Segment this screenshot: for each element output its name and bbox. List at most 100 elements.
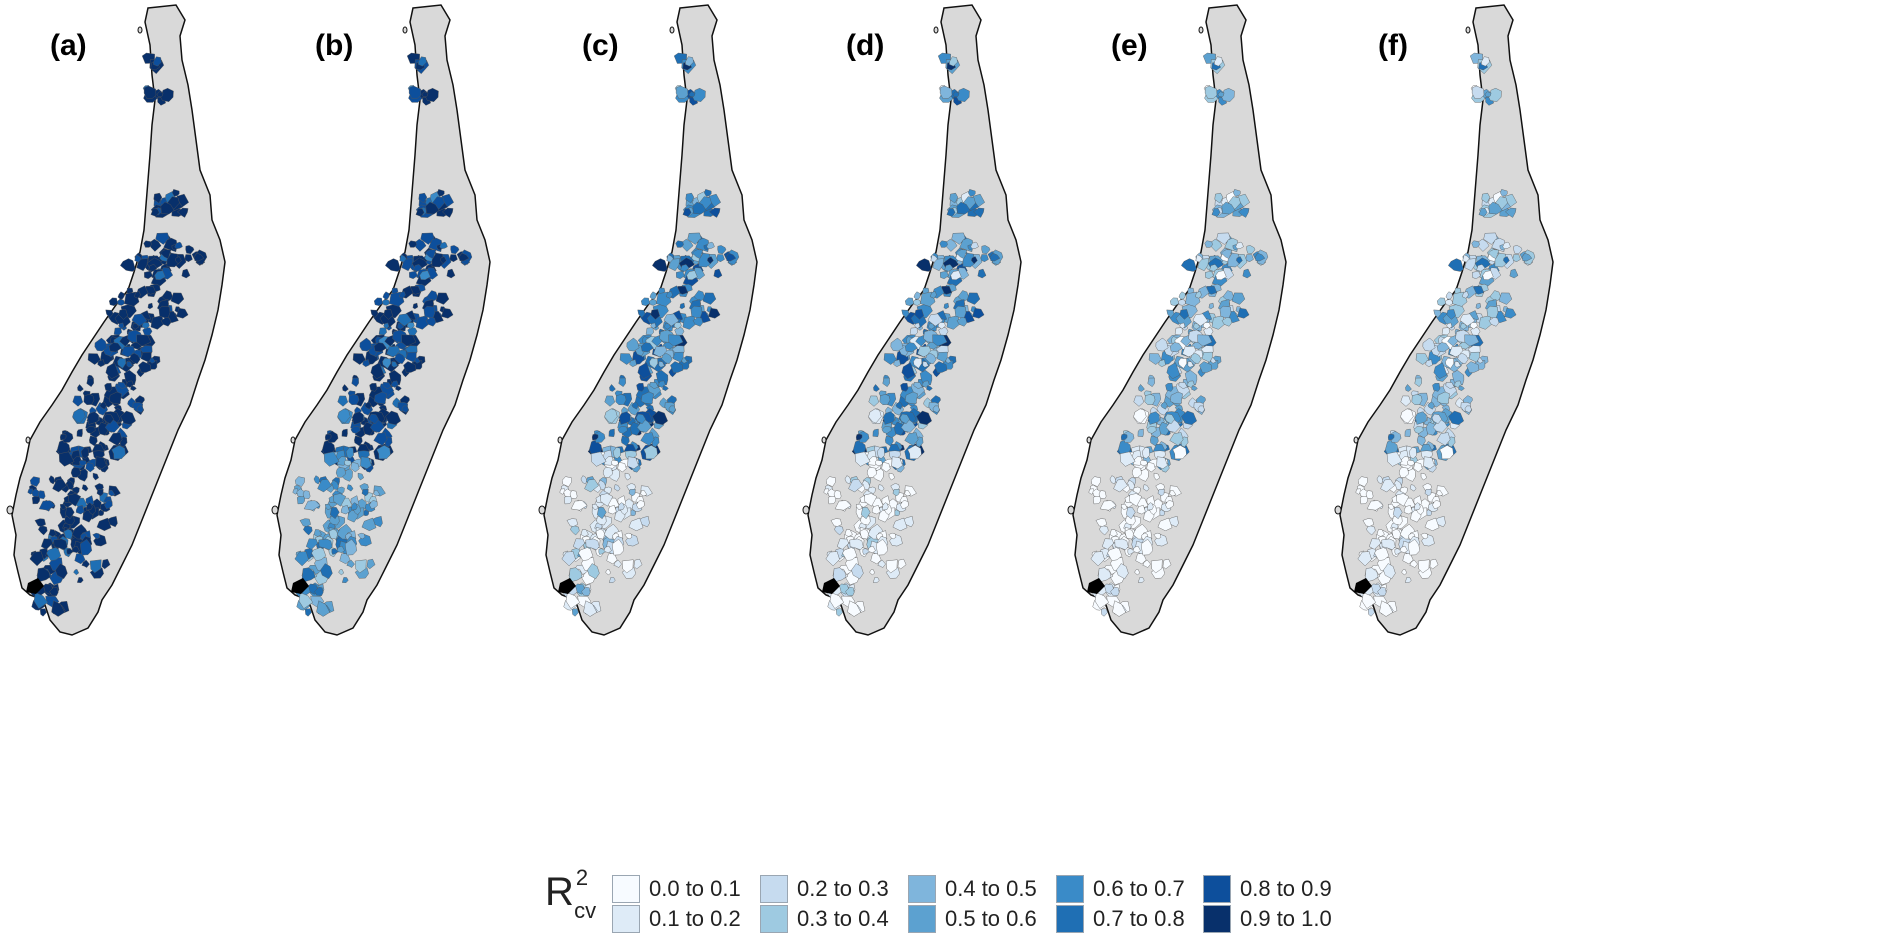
region-polygon — [636, 383, 645, 392]
region-polygon — [952, 91, 960, 98]
region-polygon — [64, 515, 75, 526]
region-polygon — [48, 475, 56, 485]
region-polygon — [370, 362, 385, 380]
region-polygon — [609, 384, 616, 392]
region-polygon — [1222, 290, 1235, 302]
region-polygon — [1245, 254, 1254, 263]
region-polygon — [716, 254, 725, 263]
region-polygon — [688, 91, 696, 98]
region-polygon — [420, 232, 435, 245]
region-polygon — [989, 252, 1001, 262]
region-polygon — [79, 459, 87, 467]
region-polygon — [1169, 342, 1183, 353]
region-polygon — [877, 484, 885, 492]
region-polygon — [1483, 232, 1498, 245]
region-polygon — [1366, 500, 1384, 511]
region-polygon — [360, 456, 372, 470]
region-polygon — [87, 411, 99, 425]
region-polygon — [624, 472, 631, 481]
region-polygon — [38, 524, 48, 536]
region-polygon — [108, 489, 116, 497]
region-polygon — [442, 207, 454, 218]
region-polygon — [345, 446, 354, 459]
region-polygon — [832, 567, 847, 583]
region-polygon — [613, 559, 622, 568]
dark-spot — [1087, 578, 1105, 594]
map-panel-a: (a) — [6, 4, 226, 636]
region-polygon — [1092, 488, 1101, 497]
region-polygon — [399, 254, 407, 263]
region-polygon — [608, 428, 615, 437]
region-polygon — [449, 254, 458, 263]
region-polygon — [847, 600, 862, 617]
region-polygon — [1414, 377, 1422, 387]
region-polygon — [401, 258, 413, 272]
region-polygon — [1432, 500, 1441, 510]
island — [1086, 436, 1092, 444]
region-polygon — [320, 563, 333, 580]
region-polygon — [344, 459, 352, 467]
region-polygon — [1357, 476, 1368, 487]
region-polygon — [891, 456, 903, 470]
region-polygon — [1409, 484, 1417, 492]
region-polygon — [172, 189, 180, 197]
region-polygon — [1425, 359, 1433, 368]
panel-label: (e) — [1111, 29, 1148, 62]
region-polygon — [890, 337, 904, 352]
region-polygon — [1512, 254, 1521, 263]
region-polygon — [598, 548, 606, 555]
region-polygon — [1374, 547, 1390, 561]
region-polygon — [1090, 551, 1105, 567]
region-polygon — [901, 362, 916, 380]
region-polygon — [1433, 309, 1442, 319]
region-polygon — [92, 472, 99, 481]
region-polygon — [396, 313, 413, 327]
region-polygon — [313, 529, 322, 537]
region-polygon — [1166, 309, 1175, 319]
region-polygon — [1401, 569, 1408, 576]
region-polygon — [1396, 493, 1410, 507]
region-polygon — [685, 192, 695, 204]
region-polygon — [673, 322, 682, 330]
region-polygon — [1459, 313, 1476, 327]
region-polygon — [596, 507, 607, 520]
region-polygon — [1172, 445, 1187, 460]
region-polygon — [1109, 529, 1118, 537]
region-polygon — [561, 476, 572, 487]
region-polygon — [58, 451, 75, 467]
region-polygon — [881, 426, 892, 434]
region-polygon — [294, 476, 305, 487]
region-polygon — [1204, 85, 1218, 99]
region-polygon — [1242, 268, 1252, 279]
map-panel-b: (b) — [271, 4, 491, 636]
region-polygon — [415, 208, 425, 217]
region-polygon — [1461, 291, 1469, 299]
region-polygon — [565, 592, 581, 609]
region-polygon — [1208, 302, 1215, 310]
region-polygon — [1362, 518, 1374, 527]
region-polygon — [571, 608, 579, 617]
region-polygon — [133, 291, 141, 299]
region-polygon — [937, 322, 946, 330]
region-polygon — [1191, 385, 1198, 391]
region-polygon — [357, 532, 366, 540]
region-polygon — [977, 268, 987, 279]
region-polygon — [608, 577, 616, 584]
island — [1334, 505, 1342, 515]
island — [25, 436, 31, 444]
region-polygon — [346, 559, 355, 568]
region-polygon — [1464, 258, 1476, 272]
region-polygon — [352, 411, 364, 425]
region-polygon — [569, 490, 578, 500]
region-polygon — [31, 488, 40, 497]
region-polygon — [71, 545, 80, 553]
region-polygon — [1178, 381, 1188, 389]
region-polygon — [940, 270, 949, 280]
region-polygon — [939, 240, 948, 248]
region-polygon — [383, 322, 390, 330]
map-panel-e: (e) — [1067, 4, 1287, 636]
region-polygon — [382, 381, 392, 389]
region-polygon — [615, 394, 627, 406]
region-polygon — [382, 357, 392, 369]
region-polygon — [877, 559, 886, 568]
